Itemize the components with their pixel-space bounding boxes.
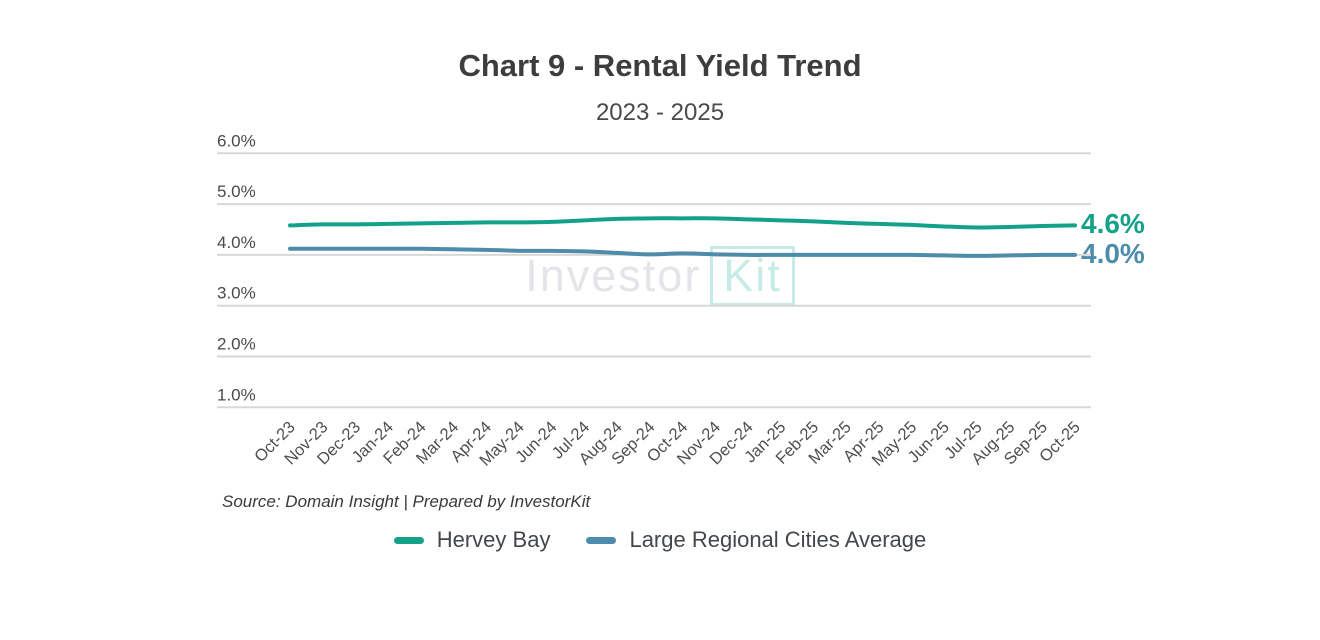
legend-item-hervey-bay: Hervey Bay: [393, 527, 551, 553]
y-axis-tick-label: 6.0%: [217, 131, 256, 150]
chart-subtitle: 2023 - 2025: [595, 99, 725, 126]
regional-average-line-swatch: [586, 536, 617, 544]
y-axis-tick-label: 3.0%: [217, 284, 256, 303]
series-line-hervey-bay: [288, 216, 1077, 230]
y-axis-tick-label: 5.0%: [217, 182, 256, 201]
y-axis-tick-label: 2.0%: [217, 335, 256, 354]
y-axis-tick-label: 4.0%: [217, 233, 256, 252]
hervey-bay-line-swatch: [393, 536, 424, 544]
hervey-bay-end-value-label: 4.6%: [1081, 208, 1145, 240]
source-attribution: Source: Domain Insight | Prepared by Inv…: [222, 492, 591, 511]
legend-item-regional-average: Large Regional Cities Average: [586, 527, 926, 553]
chart-legend: Hervey Bay Large Regional Cities Average: [0, 527, 1320, 553]
legend-label-hervey-bay: Hervey Bay: [436, 527, 551, 552]
legend-label-regional-average: Large Regional Cities Average: [629, 527, 927, 552]
y-axis-tick-label: 1.0%: [217, 385, 256, 404]
series-line-large-regional-cities-average: [288, 246, 1077, 258]
regional-average-end-value-label: 4.0%: [1081, 237, 1145, 269]
chart-title: Chart 9 - Rental Yield Trend: [458, 48, 862, 83]
